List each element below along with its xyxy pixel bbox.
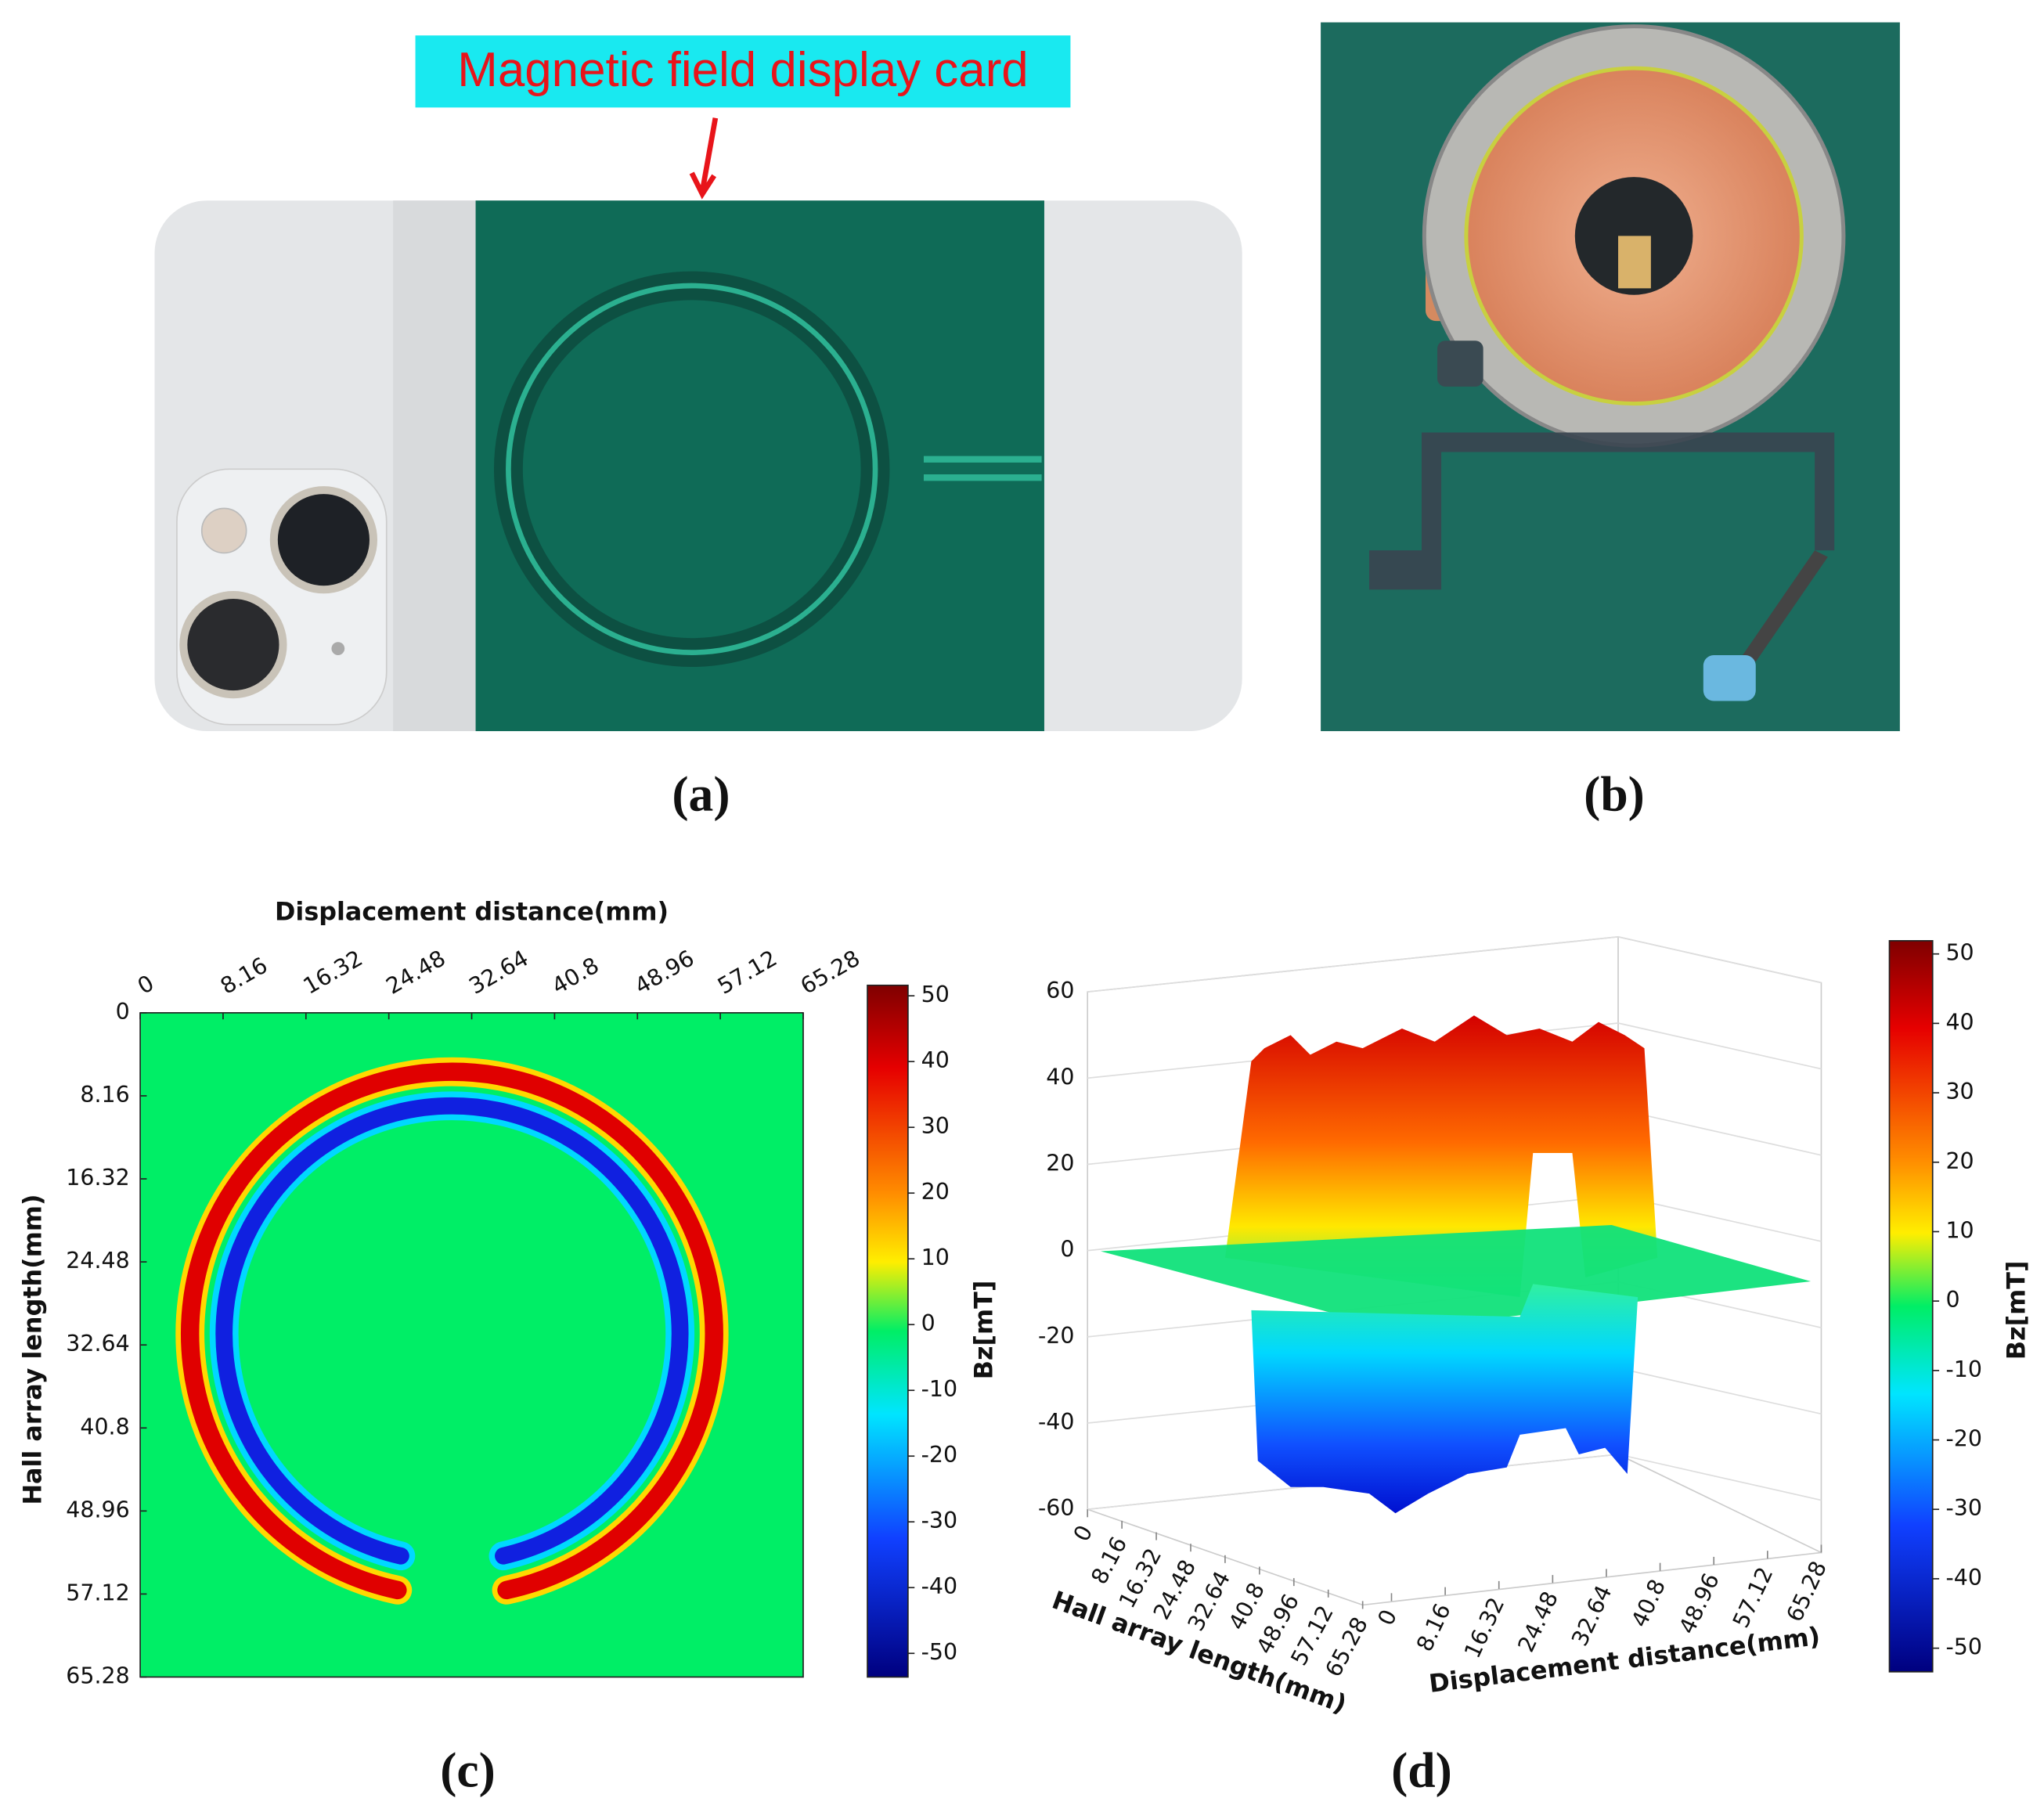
panel-label: (d) (1391, 1742, 1452, 1798)
colorbar (867, 984, 909, 1678)
colorbar-tick-label: -10 (921, 1376, 957, 1402)
colorbar-tick-label: -50 (1945, 1634, 1981, 1660)
colorbar-tick-label: 20 (1945, 1148, 1974, 1174)
colorbar-tick-label: -10 (1945, 1357, 1981, 1382)
y-tick-label: 32.64 (66, 1331, 129, 1357)
colorbar-title: Bz[mT] (2003, 1261, 2031, 1360)
z-tick-label: 20 (1046, 1150, 1074, 1176)
x-tick-label: 57.12 (1728, 1563, 1778, 1632)
colorbar-tick-label: 40 (1945, 1009, 1974, 1035)
colorbar-tick-label: 50 (921, 982, 950, 1007)
x-tick-label: 40.8 (547, 953, 603, 1000)
x-tick-label: 24.48 (1513, 1587, 1563, 1656)
x-tick-label: 57.12 (713, 945, 781, 999)
colorbar-tick-label: 10 (1945, 1217, 1974, 1243)
grid-line (1087, 935, 1822, 993)
colorbar-tick-label: 30 (1945, 1079, 1974, 1104)
x-tick-label: 24.48 (382, 945, 450, 999)
x-tick-label: 40.8 (1627, 1575, 1671, 1630)
colorbar-tick-label: 0 (921, 1310, 935, 1336)
arrow (689, 117, 719, 200)
colorbar-tick-label: -30 (921, 1508, 957, 1533)
y-tick-label: 48.96 (66, 1497, 129, 1522)
ring-band (215, 1097, 689, 1565)
x-tick-label: 16.32 (299, 945, 367, 999)
colorbar-tick-label: -40 (921, 1573, 957, 1599)
x-tick-label: 0 (133, 970, 158, 1000)
colorbar-title: Bz[mT] (970, 1281, 999, 1380)
surface-negative (1251, 1284, 1638, 1514)
field-ring (175, 1057, 729, 1605)
z-tick-label: -40 (1038, 1409, 1074, 1435)
colorbar-tick-label: 40 (921, 1047, 950, 1073)
panel-label: (a) (672, 766, 730, 822)
colorbar-tick-label: 30 (921, 1113, 950, 1139)
y-tick-label: 24.48 (66, 1248, 129, 1274)
surface-plane (1100, 1225, 1811, 1330)
surface-positive (1224, 1015, 1658, 1298)
photo-a (154, 200, 1242, 732)
colorbar-tick-label: -50 (921, 1639, 957, 1665)
z-tick-label: 0 (1060, 1237, 1074, 1263)
x-tick-label: 48.96 (630, 945, 698, 999)
colorbar-tick-label: 10 (921, 1245, 950, 1270)
panel-label: (b) (1584, 766, 1645, 822)
x-tick-label: 32.64 (1566, 1581, 1617, 1650)
annotation: Magnetic field display card (457, 43, 1028, 97)
panel-label: (c) (440, 1742, 496, 1798)
ring-band (180, 1062, 723, 1600)
y-tick-label: 40.8 (80, 1414, 129, 1439)
y-tick-label: 0 (116, 999, 130, 1025)
y-tick-label: 0 (1069, 1521, 1098, 1545)
z-tick-label: -20 (1038, 1323, 1074, 1349)
colorbar-tick-label: -30 (1945, 1495, 1981, 1521)
x-tick-label: 0 (1373, 1605, 1403, 1629)
x-tick-label: 48.96 (1674, 1569, 1724, 1638)
y-tick-label: 8.16 (80, 1082, 129, 1108)
photo-b (1321, 22, 1900, 732)
x-tick-label: 65.28 (796, 945, 864, 999)
y-tick-label: 65.28 (66, 1663, 129, 1688)
x-axis-title: Displacement distance(mm) (275, 898, 669, 927)
colorbar-tick-label: 20 (921, 1179, 950, 1205)
x-tick-label: 8.16 (1411, 1599, 1456, 1655)
colorbar-tick-label: -40 (1945, 1565, 1981, 1591)
y-tick-label: 57.12 (66, 1580, 129, 1605)
colorbar-tick-label: 0 (1945, 1287, 1959, 1313)
y-tick-label: 16.32 (66, 1165, 129, 1191)
z-tick-label: 60 (1046, 978, 1074, 1003)
x-tick-label: 65.28 (1782, 1557, 1832, 1626)
y-axis-title: Hall array length(mm) (19, 1194, 48, 1505)
colorbar-tick-label: -20 (921, 1442, 957, 1468)
z-tick-label: -60 (1038, 1495, 1074, 1521)
x-tick-label: 32.64 (465, 945, 533, 999)
colorbar-tick-label: 50 (1945, 940, 1974, 966)
x-tick-label: 16.32 (1459, 1594, 1509, 1663)
colorbar-tick-label: -20 (1945, 1426, 1981, 1452)
x-tick-label: 8.16 (216, 953, 272, 1000)
colorbar (1888, 940, 1934, 1673)
annotation-box (415, 35, 1071, 108)
z-tick-label: 40 (1046, 1064, 1074, 1090)
